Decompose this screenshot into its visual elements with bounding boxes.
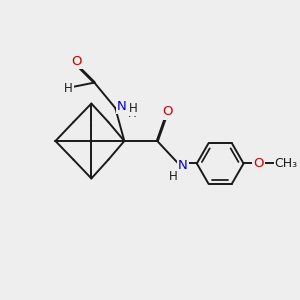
Text: CH₃: CH₃: [274, 157, 298, 170]
Text: N: N: [178, 159, 188, 172]
Text: N: N: [117, 100, 127, 113]
Text: H: H: [64, 82, 73, 95]
Text: H: H: [169, 170, 177, 184]
Text: O: O: [253, 157, 264, 170]
Text: H: H: [129, 102, 138, 115]
Text: O: O: [71, 55, 82, 68]
Text: O: O: [163, 106, 173, 118]
Text: H: H: [128, 107, 136, 120]
